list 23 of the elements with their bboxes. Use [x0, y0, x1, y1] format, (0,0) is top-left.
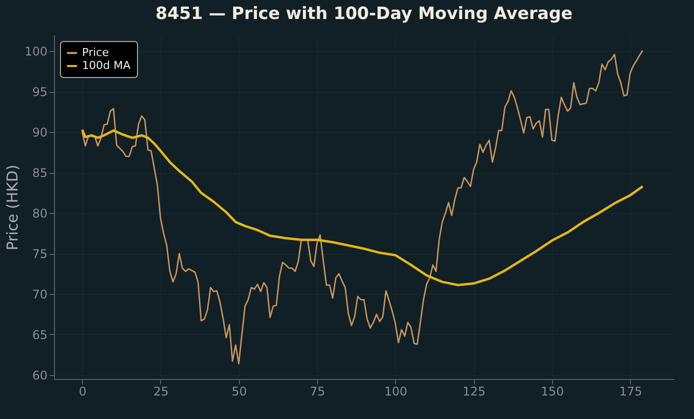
x-tick-label: 175 [619, 384, 642, 398]
y-tick-label: 65 [32, 328, 48, 342]
y-tick-label: 60 [32, 368, 48, 382]
legend-label: Price [82, 46, 110, 59]
x-tick-label: 50 [232, 384, 247, 398]
y-tick-label: 90 [32, 126, 48, 140]
y-tick-label: 80 [32, 206, 48, 221]
y-tick-label: 75 [32, 247, 48, 262]
legend-label: 100d MA [82, 59, 131, 72]
y-tick-label: 70 [32, 288, 48, 302]
y-tick-label: 100 [24, 44, 48, 59]
line-series [80, 128, 644, 286]
line-series [81, 50, 644, 364]
x-tick-label: 75 [310, 384, 326, 398]
x-tick-label: 25 [153, 384, 169, 398]
x-tick-label: 125 [462, 384, 486, 398]
x-tick-label: 150 [540, 384, 564, 398]
y-axis-title: Price (HKD) [4, 164, 22, 250]
y-tick-label: 95 [32, 85, 48, 100]
x-tick-label: 0 [78, 384, 86, 398]
chart-title: 8451 — Price with 100-Day Moving Average [155, 4, 573, 24]
y-tick-label: 85 [32, 166, 48, 180]
x-tick-label: 100 [384, 384, 408, 398]
